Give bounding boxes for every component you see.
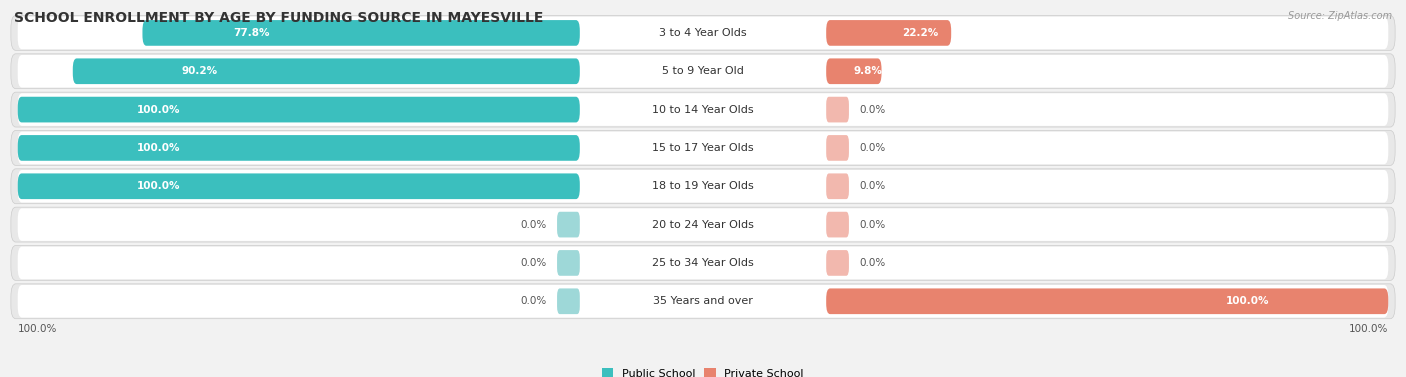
FancyBboxPatch shape (11, 130, 1395, 166)
FancyBboxPatch shape (18, 247, 1388, 279)
Text: 35 Years and over: 35 Years and over (652, 296, 754, 306)
Text: 0.0%: 0.0% (859, 258, 886, 268)
Text: 0.0%: 0.0% (859, 104, 886, 115)
Text: 20 to 24 Year Olds: 20 to 24 Year Olds (652, 219, 754, 230)
Text: 0.0%: 0.0% (859, 181, 886, 191)
FancyBboxPatch shape (18, 135, 579, 161)
Text: 0.0%: 0.0% (520, 296, 547, 306)
FancyBboxPatch shape (18, 93, 1388, 126)
FancyBboxPatch shape (18, 173, 579, 199)
FancyBboxPatch shape (73, 58, 579, 84)
Text: 25 to 34 Year Olds: 25 to 34 Year Olds (652, 258, 754, 268)
Text: 100.0%: 100.0% (136, 181, 180, 191)
FancyBboxPatch shape (827, 212, 849, 238)
Text: 0.0%: 0.0% (859, 219, 886, 230)
Legend: Public School, Private School: Public School, Private School (602, 368, 804, 377)
Text: 100.0%: 100.0% (136, 104, 180, 115)
FancyBboxPatch shape (827, 58, 882, 84)
FancyBboxPatch shape (557, 212, 579, 238)
Text: SCHOOL ENROLLMENT BY AGE BY FUNDING SOURCE IN MAYESVILLE: SCHOOL ENROLLMENT BY AGE BY FUNDING SOUR… (14, 11, 544, 25)
FancyBboxPatch shape (827, 250, 849, 276)
Text: Source: ZipAtlas.com: Source: ZipAtlas.com (1288, 11, 1392, 21)
Text: 100.0%: 100.0% (1348, 324, 1388, 334)
FancyBboxPatch shape (827, 97, 849, 123)
FancyBboxPatch shape (11, 284, 1395, 319)
Text: 9.8%: 9.8% (853, 66, 882, 76)
FancyBboxPatch shape (18, 208, 1388, 241)
FancyBboxPatch shape (18, 170, 1388, 202)
Text: 100.0%: 100.0% (18, 324, 58, 334)
FancyBboxPatch shape (557, 250, 579, 276)
Text: 15 to 17 Year Olds: 15 to 17 Year Olds (652, 143, 754, 153)
FancyBboxPatch shape (557, 288, 579, 314)
FancyBboxPatch shape (11, 169, 1395, 204)
FancyBboxPatch shape (18, 285, 1388, 317)
Text: 100.0%: 100.0% (1226, 296, 1270, 306)
FancyBboxPatch shape (11, 245, 1395, 280)
FancyBboxPatch shape (11, 207, 1395, 242)
FancyBboxPatch shape (11, 15, 1395, 51)
FancyBboxPatch shape (827, 288, 1388, 314)
FancyBboxPatch shape (827, 135, 849, 161)
FancyBboxPatch shape (11, 92, 1395, 127)
Text: 100.0%: 100.0% (136, 143, 180, 153)
FancyBboxPatch shape (18, 55, 1388, 87)
Text: 90.2%: 90.2% (181, 66, 218, 76)
FancyBboxPatch shape (827, 173, 849, 199)
Text: 22.2%: 22.2% (901, 28, 938, 38)
Text: 10 to 14 Year Olds: 10 to 14 Year Olds (652, 104, 754, 115)
Text: 5 to 9 Year Old: 5 to 9 Year Old (662, 66, 744, 76)
FancyBboxPatch shape (18, 17, 1388, 49)
Text: 0.0%: 0.0% (859, 143, 886, 153)
FancyBboxPatch shape (18, 97, 579, 123)
Text: 0.0%: 0.0% (520, 258, 547, 268)
FancyBboxPatch shape (11, 54, 1395, 89)
FancyBboxPatch shape (827, 20, 952, 46)
FancyBboxPatch shape (18, 132, 1388, 164)
FancyBboxPatch shape (142, 20, 579, 46)
Text: 3 to 4 Year Olds: 3 to 4 Year Olds (659, 28, 747, 38)
Text: 18 to 19 Year Olds: 18 to 19 Year Olds (652, 181, 754, 191)
Text: 77.8%: 77.8% (233, 28, 270, 38)
Text: 0.0%: 0.0% (520, 219, 547, 230)
